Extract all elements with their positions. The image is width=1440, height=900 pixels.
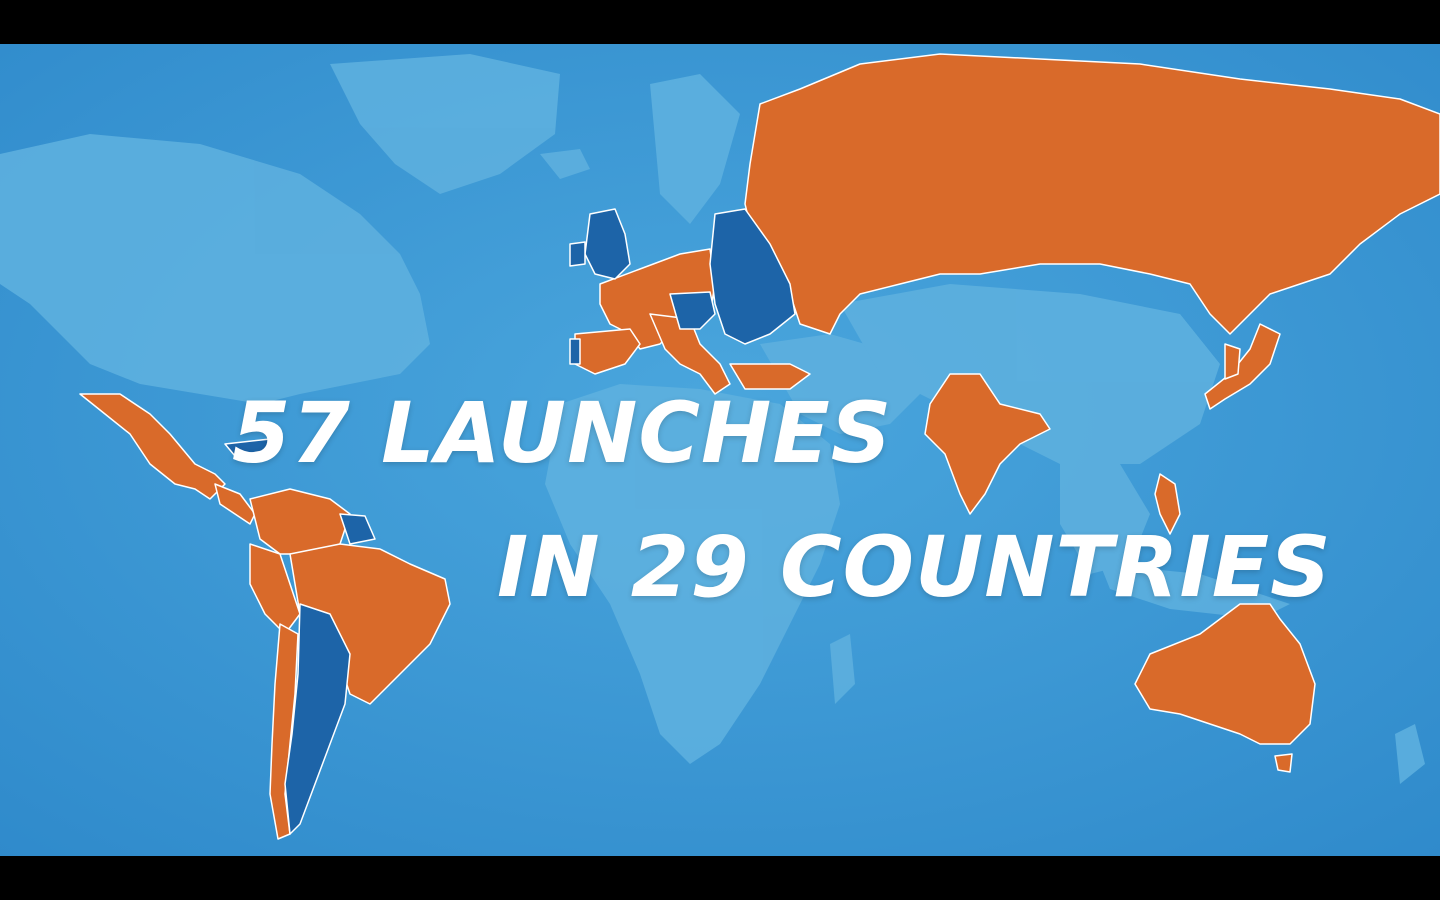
region-tasmania bbox=[1274, 753, 1293, 773]
region-caribbean bbox=[224, 438, 276, 457]
world-map-svg bbox=[0, 44, 1440, 856]
land-iceland bbox=[540, 149, 590, 179]
region-central-america bbox=[214, 483, 256, 525]
region-guianas bbox=[339, 513, 376, 545]
letterbox-top bbox=[0, 0, 1440, 44]
region-japan bbox=[1204, 323, 1281, 410]
region-peru-ecuador bbox=[249, 543, 301, 635]
inactive-land bbox=[0, 54, 1425, 784]
launch-countries bbox=[79, 53, 1440, 840]
world-map: 57 LAUNCHES IN 29 COUNTRIES bbox=[0, 44, 1440, 856]
region-central-europe bbox=[669, 291, 716, 330]
region-uk bbox=[584, 208, 631, 280]
region-ireland bbox=[569, 241, 586, 267]
region-turkey bbox=[729, 363, 811, 390]
region-ukraine-belarus bbox=[709, 208, 796, 345]
letterbox-bottom bbox=[0, 856, 1440, 900]
region-italy-balkans bbox=[649, 313, 731, 395]
region-australia bbox=[1134, 603, 1316, 745]
land-north-america bbox=[0, 134, 430, 404]
region-philippines bbox=[1154, 473, 1181, 535]
land-scandinavia bbox=[650, 74, 740, 224]
land-africa bbox=[545, 384, 840, 764]
region-korea bbox=[1224, 343, 1241, 380]
region-russia bbox=[744, 53, 1440, 335]
land-china bbox=[840, 284, 1220, 464]
region-portugal bbox=[569, 338, 581, 365]
land-madagascar bbox=[830, 634, 855, 704]
land-greenland bbox=[330, 54, 560, 194]
other-markets bbox=[224, 208, 796, 835]
land-new-zealand bbox=[1395, 724, 1425, 784]
region-argentina bbox=[284, 603, 351, 835]
region-india bbox=[924, 373, 1051, 515]
land-southeast-asia bbox=[1060, 444, 1150, 574]
